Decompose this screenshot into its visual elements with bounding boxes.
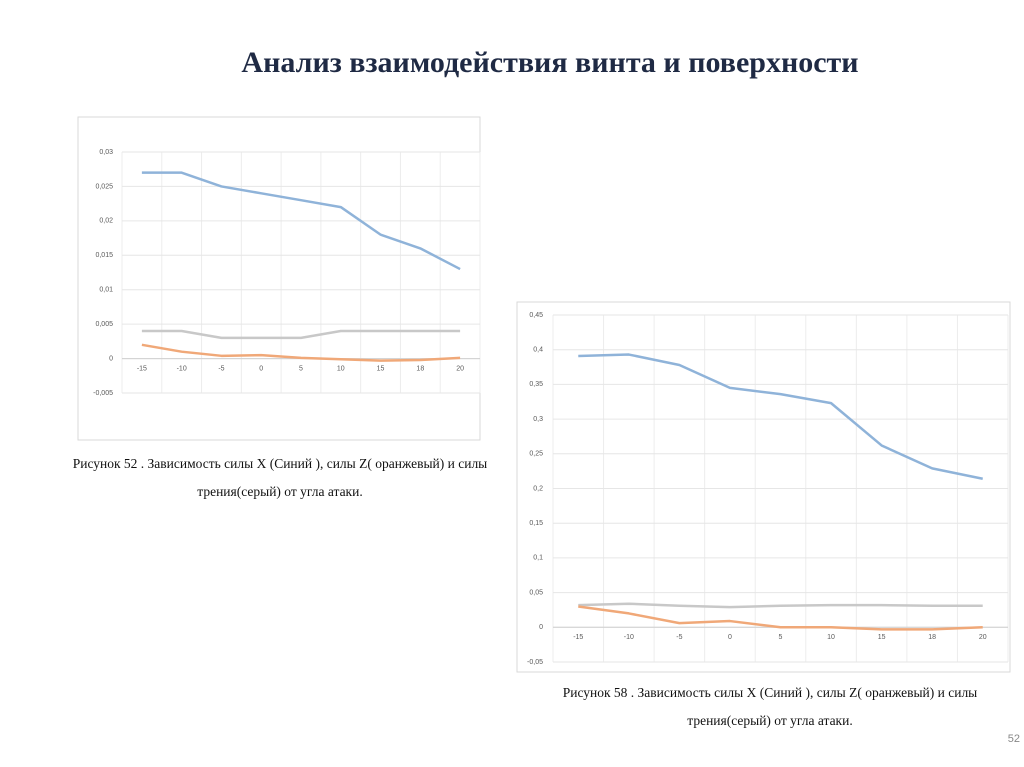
y-tick-label: 0,02 <box>99 218 113 225</box>
x-tick-label: -15 <box>573 634 583 641</box>
x-tick-label: 0 <box>728 634 732 641</box>
x-tick-label: 5 <box>299 365 303 372</box>
x-tick-label: -10 <box>624 634 634 641</box>
y-tick-label: 0,05 <box>529 589 543 596</box>
y-tick-label: 0 <box>539 624 543 631</box>
y-tick-label: 0,25 <box>529 451 543 458</box>
figure-caption: трения(серый) от угла атаки. <box>197 484 362 499</box>
y-tick-label: 0,15 <box>529 520 543 527</box>
y-tick-label: 0 <box>109 355 113 362</box>
y-tick-label: -0,005 <box>93 390 113 397</box>
x-tick-label: 10 <box>337 365 345 372</box>
y-tick-label: 0,4 <box>533 347 543 354</box>
y-tick-label: 0,015 <box>95 252 113 259</box>
y-tick-label: 0,3 <box>533 416 543 423</box>
x-tick-label: 15 <box>878 634 886 641</box>
chart: -0,005 0 0,005 0,01 0,015 0,02 0,025 0,03 -15 -10… <box>77 116 481 441</box>
x-tick-label: 10 <box>827 634 835 641</box>
figure-caption: Рисунок 52 . Зависимость силы X (Синий )… <box>73 456 488 471</box>
y-tick-label: 0,1 <box>533 555 543 562</box>
data-line <box>578 605 983 631</box>
figures: Рисунок 52 . Зависимость силы X (Синий )… <box>73 116 1011 728</box>
figure-caption: трения(серый) от угла атаки. <box>687 713 852 728</box>
data-line <box>578 602 983 609</box>
x-tick-label: 15 <box>377 365 385 372</box>
data-line <box>141 343 461 362</box>
x-tick-label: 20 <box>979 634 987 641</box>
page-number: 52 <box>1008 733 1020 745</box>
y-tick-label: 0,025 <box>95 183 113 190</box>
x-tick-label: -15 <box>137 365 147 372</box>
x-tick-label: 18 <box>928 634 936 641</box>
y-tick-label: 0,35 <box>529 381 543 388</box>
x-tick-label: -10 <box>177 365 187 372</box>
y-tick-label: 0,01 <box>99 287 113 294</box>
y-tick-label: 0,2 <box>533 485 543 492</box>
figure-caption: Рисунок 58 . Зависимость силы X (Синий )… <box>563 685 978 700</box>
data-line <box>141 329 461 340</box>
data-line <box>141 171 461 271</box>
chart-frame <box>516 301 1011 673</box>
y-tick-label: 0,03 <box>99 149 113 156</box>
y-tick-label: 0,45 <box>529 312 543 319</box>
x-tick-label: 0 <box>259 365 263 372</box>
x-tick-label: 5 <box>779 634 783 641</box>
x-tick-label: 18 <box>416 365 424 372</box>
x-tick-label: -5 <box>676 634 682 641</box>
slide-title: Анализ взаимодействия винта и поверхност… <box>241 46 858 79</box>
x-tick-label: 20 <box>456 365 464 372</box>
chart: -0,05 0 0,05 0,1 0,15 0,2 0,25 0,3 0,35 0,4 0,45 -1… <box>516 301 1011 673</box>
x-tick-label: -5 <box>218 365 224 372</box>
y-tick-label: 0,005 <box>95 321 113 328</box>
data-line <box>578 353 983 481</box>
chart-frame <box>77 116 481 441</box>
y-tick-label: -0,05 <box>527 659 543 666</box>
